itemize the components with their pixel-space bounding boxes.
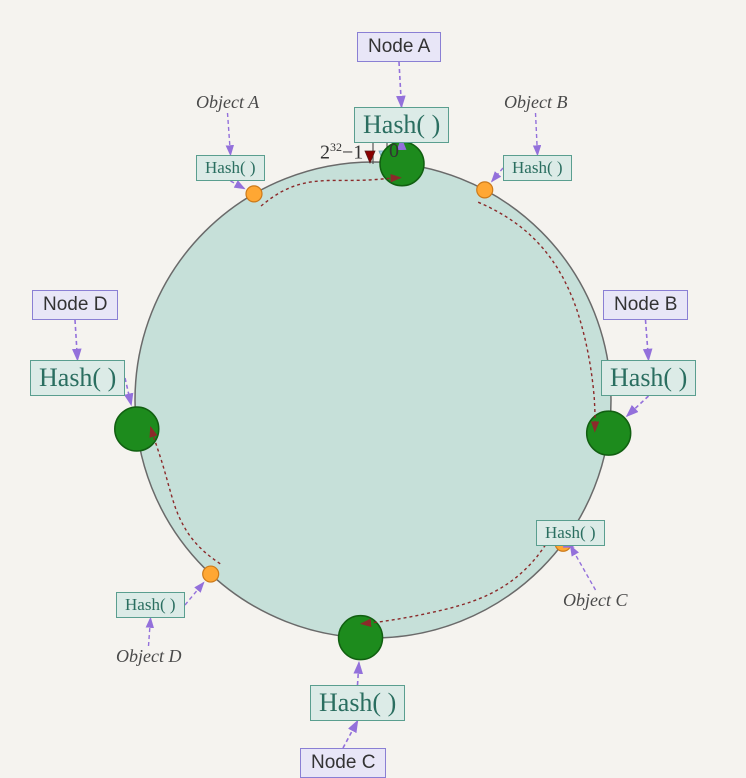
arrow-hash-to-object-a bbox=[231, 181, 245, 189]
object-label-a: Object A bbox=[196, 92, 259, 113]
consistent-hashing-diagram: 0 232−1 Node A Hash( ) Node B Hash( ) Node C Ha… bbox=[0, 0, 746, 775]
node-circle-d bbox=[115, 407, 159, 451]
arrow-objlabel-to-hash-a bbox=[228, 113, 231, 155]
hash-box-node-b: Hash( ) bbox=[601, 360, 696, 396]
zero-label: 0 bbox=[389, 140, 399, 163]
object-circle-d bbox=[203, 566, 219, 582]
arrow-node-to-hash-a bbox=[399, 62, 402, 107]
object-label-b: Object B bbox=[504, 92, 567, 113]
arrow-node-to-hash-b bbox=[646, 320, 649, 360]
ring-arrow-d bbox=[151, 427, 221, 564]
object-circle-b bbox=[477, 182, 493, 198]
ring-arrow-a bbox=[261, 178, 400, 206]
arrow-hash-to-object-c bbox=[571, 546, 574, 547]
node-circle-a bbox=[380, 142, 424, 186]
node-box-a: Node A bbox=[357, 32, 441, 62]
node-box-b: Node B bbox=[603, 290, 688, 320]
ring-arrow-c bbox=[361, 535, 552, 624]
object-label-d: Object D bbox=[116, 646, 181, 667]
hash-box-node-a: Hash( ) bbox=[354, 107, 449, 143]
hash-box-object-d: Hash( ) bbox=[116, 592, 185, 618]
arrow-objlabel-to-hash-b bbox=[536, 113, 538, 155]
hash-box-node-d: Hash( ) bbox=[30, 360, 125, 396]
object-label-c: Object C bbox=[563, 590, 628, 611]
hash-box-object-b: Hash( ) bbox=[503, 155, 572, 181]
arrow-objlabel-to-hash-c bbox=[571, 546, 596, 590]
arrow-hash-to-node-d bbox=[125, 378, 131, 405]
arrow-objlabel-to-hash-d bbox=[149, 618, 151, 646]
node-circle-b bbox=[587, 411, 631, 455]
ring-arrow-b bbox=[478, 202, 595, 431]
max-pointer-icon bbox=[365, 151, 375, 163]
hash-ring bbox=[135, 162, 611, 638]
arrow-hash-to-object-b bbox=[492, 168, 503, 181]
hash-box-node-c: Hash( ) bbox=[310, 685, 405, 721]
hash-box-object-a: Hash( ) bbox=[196, 155, 265, 181]
object-circle-a bbox=[246, 186, 262, 202]
arrow-node-to-hash-d bbox=[75, 320, 78, 360]
arrow-node-to-hash-c bbox=[343, 721, 358, 748]
arrow-hash-to-node-b bbox=[627, 396, 649, 416]
max-label: 232−1 bbox=[320, 140, 363, 165]
hash-box-object-c: Hash( ) bbox=[536, 520, 605, 546]
node-box-d: Node D bbox=[32, 290, 118, 320]
zero-pointer-icon bbox=[379, 151, 389, 163]
arrow-hash-to-object-d bbox=[185, 583, 204, 605]
node-circle-c bbox=[339, 616, 383, 660]
node-box-c: Node C bbox=[300, 748, 386, 778]
arrow-hash-to-node-c bbox=[358, 663, 359, 685]
